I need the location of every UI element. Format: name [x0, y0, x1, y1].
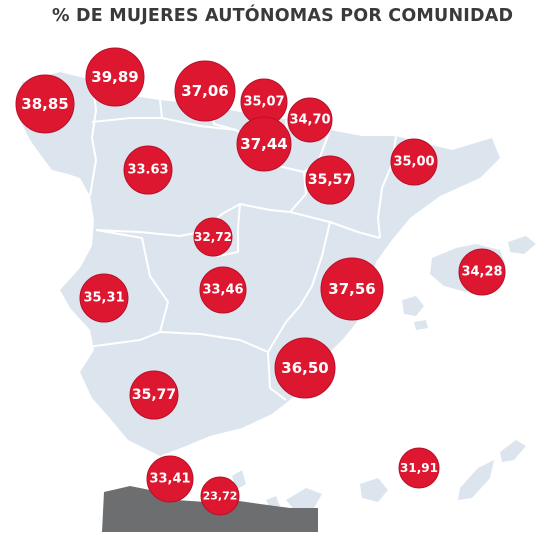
bubble-circle-comunidad-valenciana	[320, 257, 384, 321]
bubble-ceuta: 33,41	[146, 455, 194, 503]
bubble-circle-cataluna	[390, 138, 438, 186]
bubble-la-rioja: 37,44	[236, 116, 292, 172]
map-title: % DE MUJERES AUTÓNOMAS POR COMUNIDAD	[52, 6, 514, 26]
bubble-value-galicia: 38,85	[21, 95, 68, 113]
bubble-value-ceuta: 33,41	[149, 472, 190, 487]
bubble-value-navarra: 34,70	[289, 113, 330, 128]
bubble-value-asturias: 39,89	[91, 68, 138, 86]
bubble-comunidad-valenciana: 37,56	[320, 257, 384, 321]
border-asturias-cantabria	[159, 99, 163, 119]
bubble-value-andalucia: 35,77	[132, 387, 176, 403]
bubble-value-baleares: 34,28	[461, 265, 502, 280]
gran-canaria-landmass	[360, 478, 388, 502]
ibiza-landmass	[402, 296, 424, 316]
bubble-circle-andalucia	[129, 370, 179, 420]
bubble-canarias: 31,91	[398, 447, 440, 489]
formentera-landmass	[414, 320, 428, 330]
border-valencia	[267, 221, 331, 353]
border-extremadura	[95, 229, 169, 333]
border-extremadura-andalucia	[79, 331, 161, 349]
bubble-value-murcia: 36,50	[281, 359, 328, 377]
bubble-circle-baleares	[458, 248, 506, 296]
bubble-value-madrid: 32,72	[194, 230, 232, 244]
border-aragon-valencia	[289, 211, 381, 239]
bubble-asturias: 39,89	[85, 47, 145, 107]
bubble-circle-melilla	[200, 476, 240, 516]
fuerteventura-landmass	[458, 460, 494, 500]
bubble-circle-asturias	[85, 47, 145, 107]
border-castilla-la-mancha-andalucia	[159, 331, 269, 353]
bubble-cataluna: 35,00	[390, 138, 438, 186]
bubble-cantabria: 37,06	[174, 60, 236, 122]
bubble-value-aragon: 35,57	[308, 172, 352, 188]
bubble-circle-galicia	[15, 74, 75, 134]
bubble-circle-castilla-la-mancha	[199, 266, 247, 314]
bubble-baleares: 34,28	[458, 248, 506, 296]
bubble-circle-la-rioja	[236, 116, 292, 172]
bubble-value-canarias: 31,91	[400, 461, 438, 475]
bubble-circle-canarias	[398, 447, 440, 489]
bubble-pais-vasco: 35,07	[240, 78, 288, 126]
bubble-circle-madrid	[193, 217, 233, 257]
border-galicia	[89, 79, 97, 197]
bubble-castilla-y-leon: 33.63	[123, 145, 173, 195]
bubble-circle-aragon	[305, 155, 355, 205]
bubble-circle-navarra	[287, 97, 333, 143]
bubble-circle-extremadura	[79, 273, 129, 323]
bubble-aragon: 35,57	[305, 155, 355, 205]
la-gomera-landmass	[266, 496, 280, 508]
bubble-value-castilla-la-mancha: 33,46	[202, 283, 243, 298]
bubble-value-extremadura: 35,31	[83, 291, 124, 306]
bubble-value-la-rioja: 37,44	[240, 135, 287, 153]
bubble-value-cataluna: 35,00	[393, 155, 434, 170]
bubble-value-pais-vasco: 35,07	[243, 95, 284, 110]
bubble-value-melilla: 23,72	[203, 490, 238, 503]
bubble-extremadura: 35,31	[79, 273, 129, 323]
bubble-melilla: 23,72	[200, 476, 240, 516]
bubble-andalucia: 35,77	[129, 370, 179, 420]
bubble-circle-ceuta	[146, 455, 194, 503]
menorca-landmass	[508, 236, 536, 254]
lanzarote-landmass	[500, 440, 526, 462]
bubble-value-cantabria: 37,06	[181, 82, 228, 100]
bubble-navarra: 34,70	[287, 97, 333, 143]
bubble-circle-cantabria	[174, 60, 236, 122]
bubble-value-castilla-y-leon: 33.63	[127, 163, 168, 178]
bubble-circle-murcia	[274, 337, 336, 399]
bubble-madrid: 32,72	[193, 217, 233, 257]
border-murcia	[267, 351, 287, 401]
bubble-circle-castilla-y-leon	[123, 145, 173, 195]
bubble-murcia: 36,50	[274, 337, 336, 399]
tenerife-landmass	[286, 488, 322, 512]
bubble-galicia: 38,85	[15, 74, 75, 134]
bubble-castilla-la-mancha: 33,46	[199, 266, 247, 314]
bubble-value-comunidad-valenciana: 37,56	[328, 280, 375, 298]
